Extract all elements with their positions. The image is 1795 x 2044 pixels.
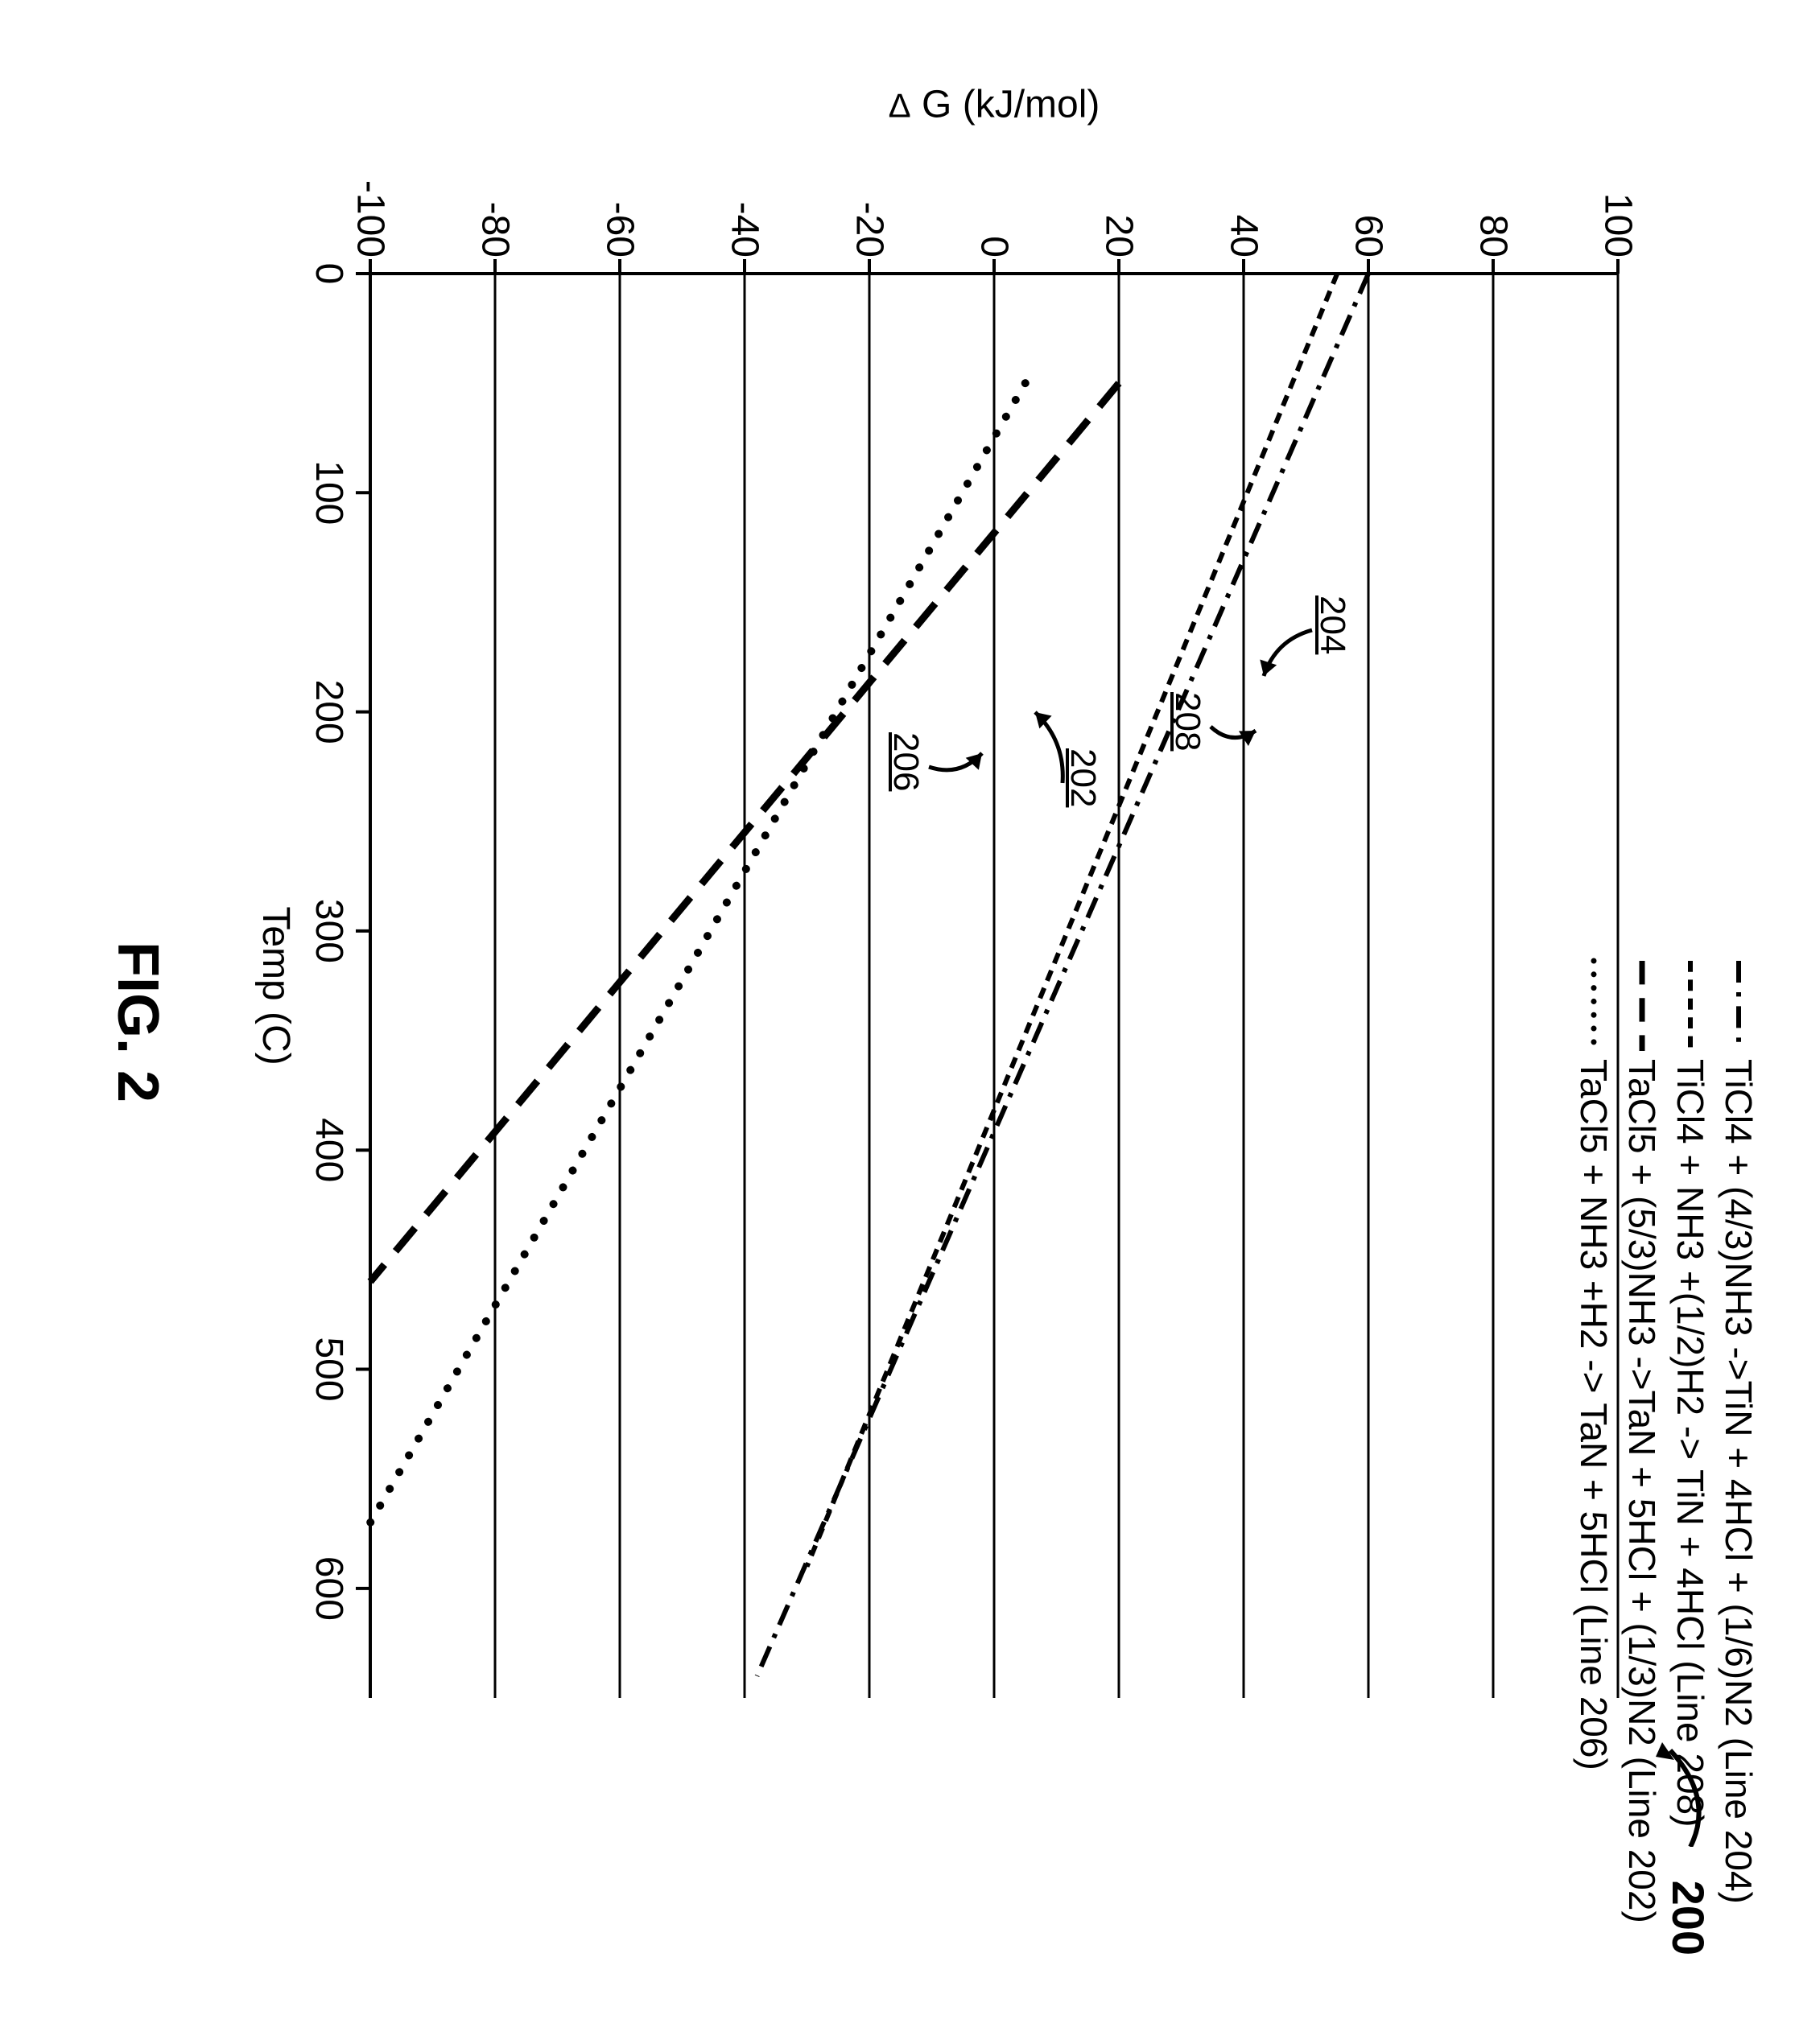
legend-swatch-208 <box>1666 958 1715 1054</box>
y-tick-label: 60 <box>1347 169 1391 258</box>
series-line-206 <box>370 383 1025 1523</box>
x-tick-label: 500 <box>307 1337 351 1401</box>
figure-caption: FIG. 2 <box>105 942 171 1102</box>
chart-plot-area: 204208202206 <box>370 274 1618 1698</box>
x-tick-label: 600 <box>307 1556 351 1621</box>
x-axis-label: Temp (C) <box>254 906 298 1065</box>
callout-arrow-206 <box>905 729 1006 791</box>
y-tick-label: -80 <box>473 169 518 258</box>
callout-arrow-208 <box>1186 703 1280 755</box>
callout-arrow-204 <box>1240 606 1336 700</box>
legend-swatch-202 <box>1618 958 1666 1054</box>
callout-arrow-202 <box>1011 688 1087 807</box>
page: 200 204208202206 Δ G (kJ/mol) Temp (C) T… <box>0 0 1795 2044</box>
legend-item-208: TiCl4 + NH3 +(1/2)H2 -> TiN + 4HCl (Line… <box>1666 958 1715 1827</box>
y-tick-label: -100 <box>349 169 393 258</box>
legend-swatch-206 <box>1570 958 1618 1054</box>
x-tick-label: 100 <box>307 460 351 525</box>
legend-item-206: TaCl5 + NH3 +H2 -> TaN + 5HCl (Line 206) <box>1570 958 1618 1770</box>
y-tick-label: 80 <box>1471 169 1516 258</box>
legend-item-204: TiCl4 + (4/3)NH3 ->TiN + 4HCl + (1/6)N2 … <box>1715 958 1763 1904</box>
legend-label-208: TiCl4 + NH3 +(1/2)H2 -> TiN + 4HCl (Line… <box>1669 1059 1712 1827</box>
y-tick-label: -40 <box>723 169 767 258</box>
y-tick-label: 100 <box>1596 169 1640 258</box>
y-tick-label: 0 <box>972 169 1017 258</box>
series-line-208 <box>807 274 1338 1567</box>
legend-item-202: TaCl5 + (5/3)NH3 ->TaN + 5HCl + (1/3)N2 … <box>1618 958 1666 1923</box>
legend-label-206: TaCl5 + NH3 +H2 -> TaN + 5HCl (Line 206) <box>1572 1059 1616 1770</box>
legend-swatch-204 <box>1715 958 1763 1054</box>
legend-label-202: TaCl5 + (5/3)NH3 ->TaN + 5HCl + (1/3)N2 … <box>1620 1059 1664 1923</box>
figure-id-label: 200 <box>1662 1881 1715 1955</box>
y-tick-label: 40 <box>1222 169 1266 258</box>
y-tick-label: -60 <box>598 169 642 258</box>
y-tick-label: 20 <box>1097 169 1141 258</box>
y-axis-label: Δ G (kJ/mol) <box>889 83 1100 127</box>
x-tick-label: 0 <box>307 263 351 285</box>
legend-label-204: TiCl4 + (4/3)NH3 ->TiN + 4HCl + (1/6)N2 … <box>1717 1059 1760 1904</box>
x-tick-label: 200 <box>307 680 351 744</box>
chart-svg <box>370 274 1618 1698</box>
figure-content: 200 204208202206 Δ G (kJ/mol) Temp (C) T… <box>0 0 1795 2044</box>
x-tick-label: 400 <box>307 1118 351 1182</box>
rotated-content: 200 204208202206 Δ G (kJ/mol) Temp (C) T… <box>0 0 1795 2044</box>
x-tick-label: 300 <box>307 899 351 963</box>
y-tick-label: -20 <box>848 169 892 258</box>
